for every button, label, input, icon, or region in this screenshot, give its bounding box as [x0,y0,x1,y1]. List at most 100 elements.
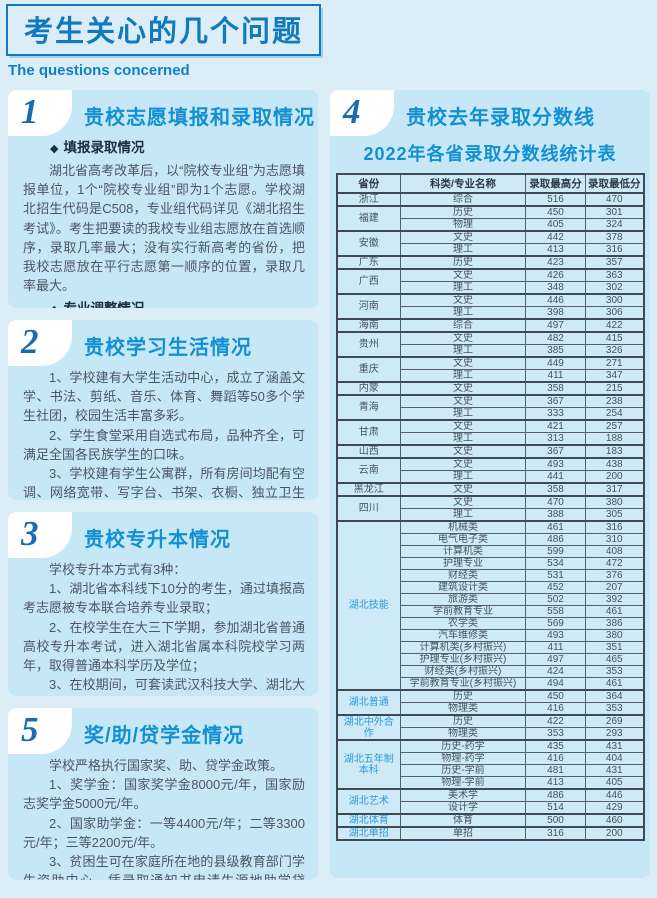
min-score-cell: 269 [585,714,644,728]
section-number-badge: 4 [330,90,394,136]
max-score-cell: 413 [525,243,586,257]
table-row: 旅游类 502 392 [337,593,644,606]
paragraph: 3、学校建有学生公寓群，所有房间均配有空调、网络宽带、写字台、书架、衣橱、独立卫… [23,466,305,500]
min-score-cell: 363 [585,268,644,282]
min-score-cell: 316 [585,243,644,257]
max-score-cell: 411 [525,369,586,383]
province-group: 云南 文史 493 438 理工 441 200 [336,457,644,484]
diamond-icon: ◆ [50,143,59,155]
paragraph: 2、学生食堂采用自选式布局，品种齐全，可满足全国各民族学生的口味。 [23,427,305,462]
subject-cell: 文史 [400,230,526,244]
subject-cell: 文史 [400,268,526,282]
min-score-cell: 431 [585,739,644,753]
min-score-cell: 271 [585,356,644,370]
min-score-cell: 404 [585,752,644,765]
max-score-cell: 358 [525,381,586,396]
min-score-cell: 316 [585,520,644,534]
subject-cell: 体育 [400,813,526,828]
province-group: 湖北五年制本科 历史-药学 435 431 物理-药学 416 404 历史-学前 481 431… [336,739,644,790]
max-score-cell: 500 [525,813,586,828]
province-group: 湖北艺术 美术学 486 446 设计学 514 429 [336,788,644,815]
province-group: 海南 综合 497 422 [336,318,644,333]
province-cell: 湖北单招 [336,826,401,841]
subject-cell: 计算机类(乡村振兴) [400,641,526,654]
max-score-cell: 367 [525,444,586,459]
province-cell: 重庆 [336,356,401,383]
max-score-cell: 405 [525,218,586,232]
table-header-row: 省份 科类/专业名称 录取最高分 录取最低分 [336,173,644,194]
max-score-cell: 398 [525,306,586,320]
min-score-cell: 183 [585,444,644,459]
section-number: 5 [21,710,39,749]
province-cell: 安徽 [336,230,401,257]
max-score-cell: 461 [525,520,586,534]
min-score-cell: 347 [585,369,644,383]
table-row: 重庆 文史 449 271 [336,356,644,383]
min-score-cell: 215 [585,381,644,396]
subject-cell: 物理-药学 [400,752,526,765]
max-score-cell: 416 [525,752,586,765]
province-cell: 福建 [336,205,401,232]
province-cell: 广西 [336,268,401,295]
province-group: 福建 历史 450 301 物理 405 324 [336,205,644,232]
table-row: 物理 405 324 [337,218,644,232]
table-row: 湖北艺术 美术学 486 446 [336,788,644,815]
max-score-cell: 435 [525,739,586,753]
table-row: 理工 411 347 [337,369,644,383]
table-row: 四川 文史 470 380 [336,495,644,522]
province-group: 湖北中外合作 历史 422 269 物理类 353 293 [336,714,644,741]
paragraph: 1、学校建有大学生活动中心，成立了涵盖文学、书法、剪纸、音乐、体育、舞蹈等50多… [23,370,305,424]
table-row: 浙江 综合 516 470 [336,192,644,207]
province-group: 广东 历史 423 357 [336,255,644,270]
max-score-cell: 470 [525,495,586,509]
column-header: 录取最低分 [585,173,644,194]
max-score-cell: 358 [525,482,586,497]
section-number: 3 [21,514,39,553]
max-score-cell: 348 [525,281,586,295]
max-score-cell: 486 [525,533,586,546]
subject-cell: 文史 [400,419,526,433]
province-group: 青海 文史 367 238 理工 333 254 [336,394,644,421]
info-card-1: 1 贵校志愿填报和录取情况 ◆ 填报录取情况 湖北省高考改革后，以“院校专业组”为志愿填… [8,90,318,308]
info-card-2: 2 贵校学习生活情况 1、学校建有大学生活动中心，成立了涵盖文学、书法、剪纸、音乐、… [8,320,318,500]
section-content: 学校严格执行国家奖、助、贷学金政策。 1、奖学金：国家奖学金8000元/年，国家励… [8,756,318,880]
subject-cell: 理工 [400,407,526,421]
subject-cell: 综合 [400,318,526,333]
min-score-cell: 353 [585,702,644,716]
min-score-cell: 405 [585,776,644,790]
column-header: 省份 [336,173,401,194]
paragraph: 3、贫困生可在家庭所在地的县级教育部门学生资助中心，凭录取通知书申请生源地助学贷… [23,854,305,880]
min-score-cell: 305 [585,508,644,522]
table-row: 湖北单招 单招 316 200 [336,826,644,841]
info-card-5: 5 奖/助/贷学金情况 学校严格执行国家奖、助、贷学金政策。 1、奖学金：国家奖学金8… [8,708,318,880]
province-group: 重庆 文史 449 271 理工 411 347 [336,356,644,383]
subject-cell: 理工 [400,470,526,484]
subject-cell: 理工 [400,306,526,320]
province-cell: 内蒙 [336,381,401,396]
max-score-cell: 450 [525,205,586,219]
table-row: 福建 历史 450 301 [336,205,644,232]
province-group: 湖北单招 单招 316 200 [336,826,644,841]
page-title-box: 考生关心的几个问题 [6,4,322,56]
max-score-cell: 367 [525,394,586,408]
max-score-cell: 333 [525,407,586,421]
min-score-cell: 357 [585,255,644,270]
min-score-cell: 302 [585,281,644,295]
subheading-label: 填报录取情况 [63,140,145,155]
max-score-cell: 424 [525,665,586,678]
max-score-cell: 313 [525,432,586,446]
subject-cell: 文史 [400,482,526,497]
subject-cell: 建筑设计类 [400,581,526,594]
subject-cell: 历史 [400,205,526,219]
section-title: 贵校志愿填报和录取情况 [84,107,315,129]
max-score-cell: 452 [525,581,586,594]
section-number: 1 [21,92,39,131]
table-row: 青海 文史 367 238 [336,394,644,421]
table-row: 财经类 531 376 [337,569,644,582]
subject-cell: 理工 [400,432,526,446]
table-row: 学前教育专业(乡村振兴) 494 461 [337,677,644,691]
min-score-cell: 378 [585,230,644,244]
min-score-cell: 380 [585,495,644,509]
min-score-cell: 380 [585,629,644,642]
min-score-cell: 207 [585,581,644,594]
